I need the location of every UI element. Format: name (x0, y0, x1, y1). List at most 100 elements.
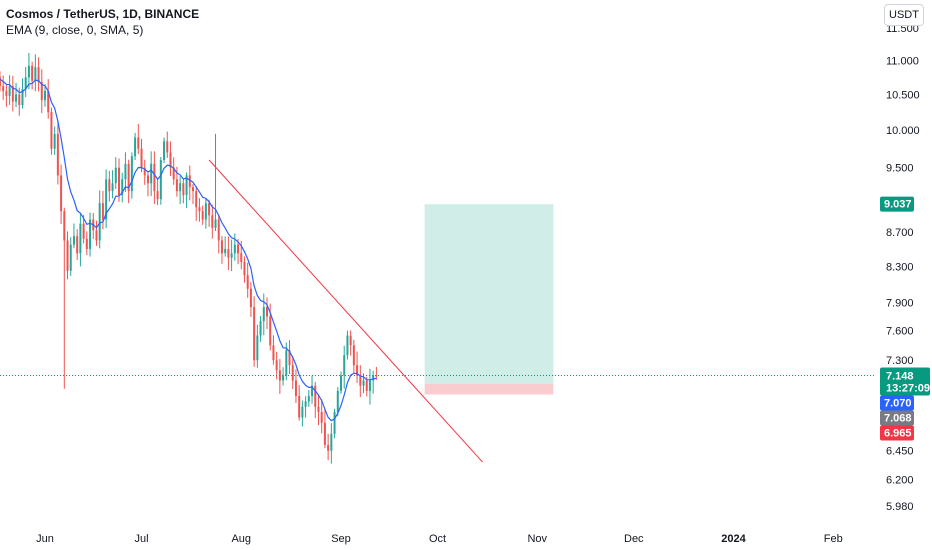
candle-body (362, 380, 365, 386)
candle-body (101, 203, 104, 220)
x-tick-label: Aug (231, 533, 251, 545)
candle-body (108, 179, 111, 192)
candle-body (156, 191, 159, 200)
price-badge (880, 425, 914, 441)
candle-body (233, 244, 236, 254)
candle-body (198, 207, 201, 212)
candle-body (159, 160, 162, 200)
candle-body (185, 175, 188, 196)
candle-body (21, 88, 24, 106)
candle-body (172, 167, 175, 180)
candle-body (356, 365, 359, 376)
candle-body (301, 406, 304, 418)
candle-body (166, 141, 169, 153)
candle-body (179, 183, 182, 192)
position-zones[interactable] (424, 204, 554, 395)
chart-header: Cosmos / TetherUS, 1D, BINANCE EMA (9, c… (6, 6, 199, 38)
ema-line (0, 78, 377, 422)
candle-body (66, 240, 69, 271)
candle-body (224, 248, 227, 254)
candle-body (140, 148, 143, 168)
candle-body (288, 350, 291, 366)
y-tick-label: 7.900 (886, 297, 914, 309)
price-badge-label: 6.965 (884, 428, 912, 440)
candle-body (359, 375, 362, 386)
candle-body (95, 230, 98, 241)
y-tick-label: 8.700 (886, 227, 914, 239)
candle-body (137, 137, 140, 149)
candle-body (53, 133, 56, 149)
candle-body (336, 390, 339, 413)
candle-body (85, 238, 88, 249)
x-axis[interactable]: Jun Jul Aug Sep Oct Nov Dec 2024 Feb (36, 533, 843, 545)
price-badge-label: 9.037 (884, 199, 912, 211)
candle-body (121, 179, 124, 196)
candle-body (163, 141, 166, 161)
candle-body (311, 385, 314, 397)
candle-body (5, 91, 8, 96)
candle-body (214, 219, 217, 228)
currency-unit-button[interactable]: USDT (884, 4, 924, 26)
symbol-title[interactable]: Cosmos / TetherUS, 1D, BINANCE (6, 7, 200, 21)
candle-body (294, 380, 297, 397)
price-badge-label: 7.068 (884, 413, 912, 425)
candle-body (314, 385, 317, 407)
candle-body (114, 167, 117, 184)
candle-body (253, 307, 256, 361)
y-tick-label: 6.450 (886, 446, 914, 458)
y-axis[interactable]: 11.500 11.000 10.500 10.000 9.500 9.037 8.700 8… (886, 23, 920, 513)
indicator-legend[interactable]: EMA (9, close, 0, SMA, 5) (6, 23, 144, 37)
candle-body (188, 175, 191, 188)
y-tick-label: 6.200 (886, 475, 914, 487)
countdown-label: 13:27:09 (886, 383, 930, 395)
candle-body (134, 137, 137, 157)
target-zone[interactable] (424, 204, 554, 384)
candle-body (50, 112, 53, 149)
candle-body (340, 375, 342, 391)
y-tick-label: 10.500 (886, 90, 920, 102)
candle-body (259, 321, 262, 336)
price-badge (880, 395, 914, 411)
x-tick-label: Oct (429, 533, 446, 545)
candle-body (175, 179, 178, 192)
trendline[interactable] (208, 159, 483, 463)
y-tick-label: 11.000 (886, 56, 919, 68)
candle-body (327, 445, 330, 451)
candle-body (44, 91, 46, 101)
candle-body (320, 412, 323, 423)
candle-body (323, 422, 326, 446)
stop-zone[interactable] (424, 383, 554, 395)
candle-body (249, 288, 252, 308)
candle-body (243, 261, 246, 276)
candle-body (275, 360, 278, 371)
candle-body (143, 167, 146, 176)
candle-body (60, 175, 63, 212)
x-tick-label: Jul (134, 533, 148, 545)
candle-body (237, 244, 240, 254)
price-badge (880, 196, 914, 212)
last-price-label: 7.148 (886, 371, 914, 383)
y-tick-label: 5.980 (886, 501, 914, 513)
x-tick-label: 2024 (721, 533, 746, 545)
candle-body (227, 248, 230, 258)
candle-body (333, 412, 336, 434)
candle-body (118, 167, 120, 196)
candle-body (69, 244, 72, 271)
candle-body (282, 375, 285, 381)
y-tick-label: 11.500 (886, 23, 919, 35)
candle-body (89, 219, 92, 249)
candle-body (217, 219, 220, 241)
candle-body (195, 191, 198, 208)
candle-body (343, 355, 346, 376)
candle-body (211, 215, 214, 228)
candle-body (0, 77, 1, 87)
candle-body (98, 203, 101, 241)
trendline-group[interactable] (208, 159, 483, 463)
candle-body (304, 401, 307, 407)
candle-body (246, 275, 249, 289)
candle-body (169, 152, 172, 168)
x-tick-label: Nov (527, 533, 547, 545)
candle-body (127, 163, 130, 192)
candle-body (307, 396, 310, 402)
